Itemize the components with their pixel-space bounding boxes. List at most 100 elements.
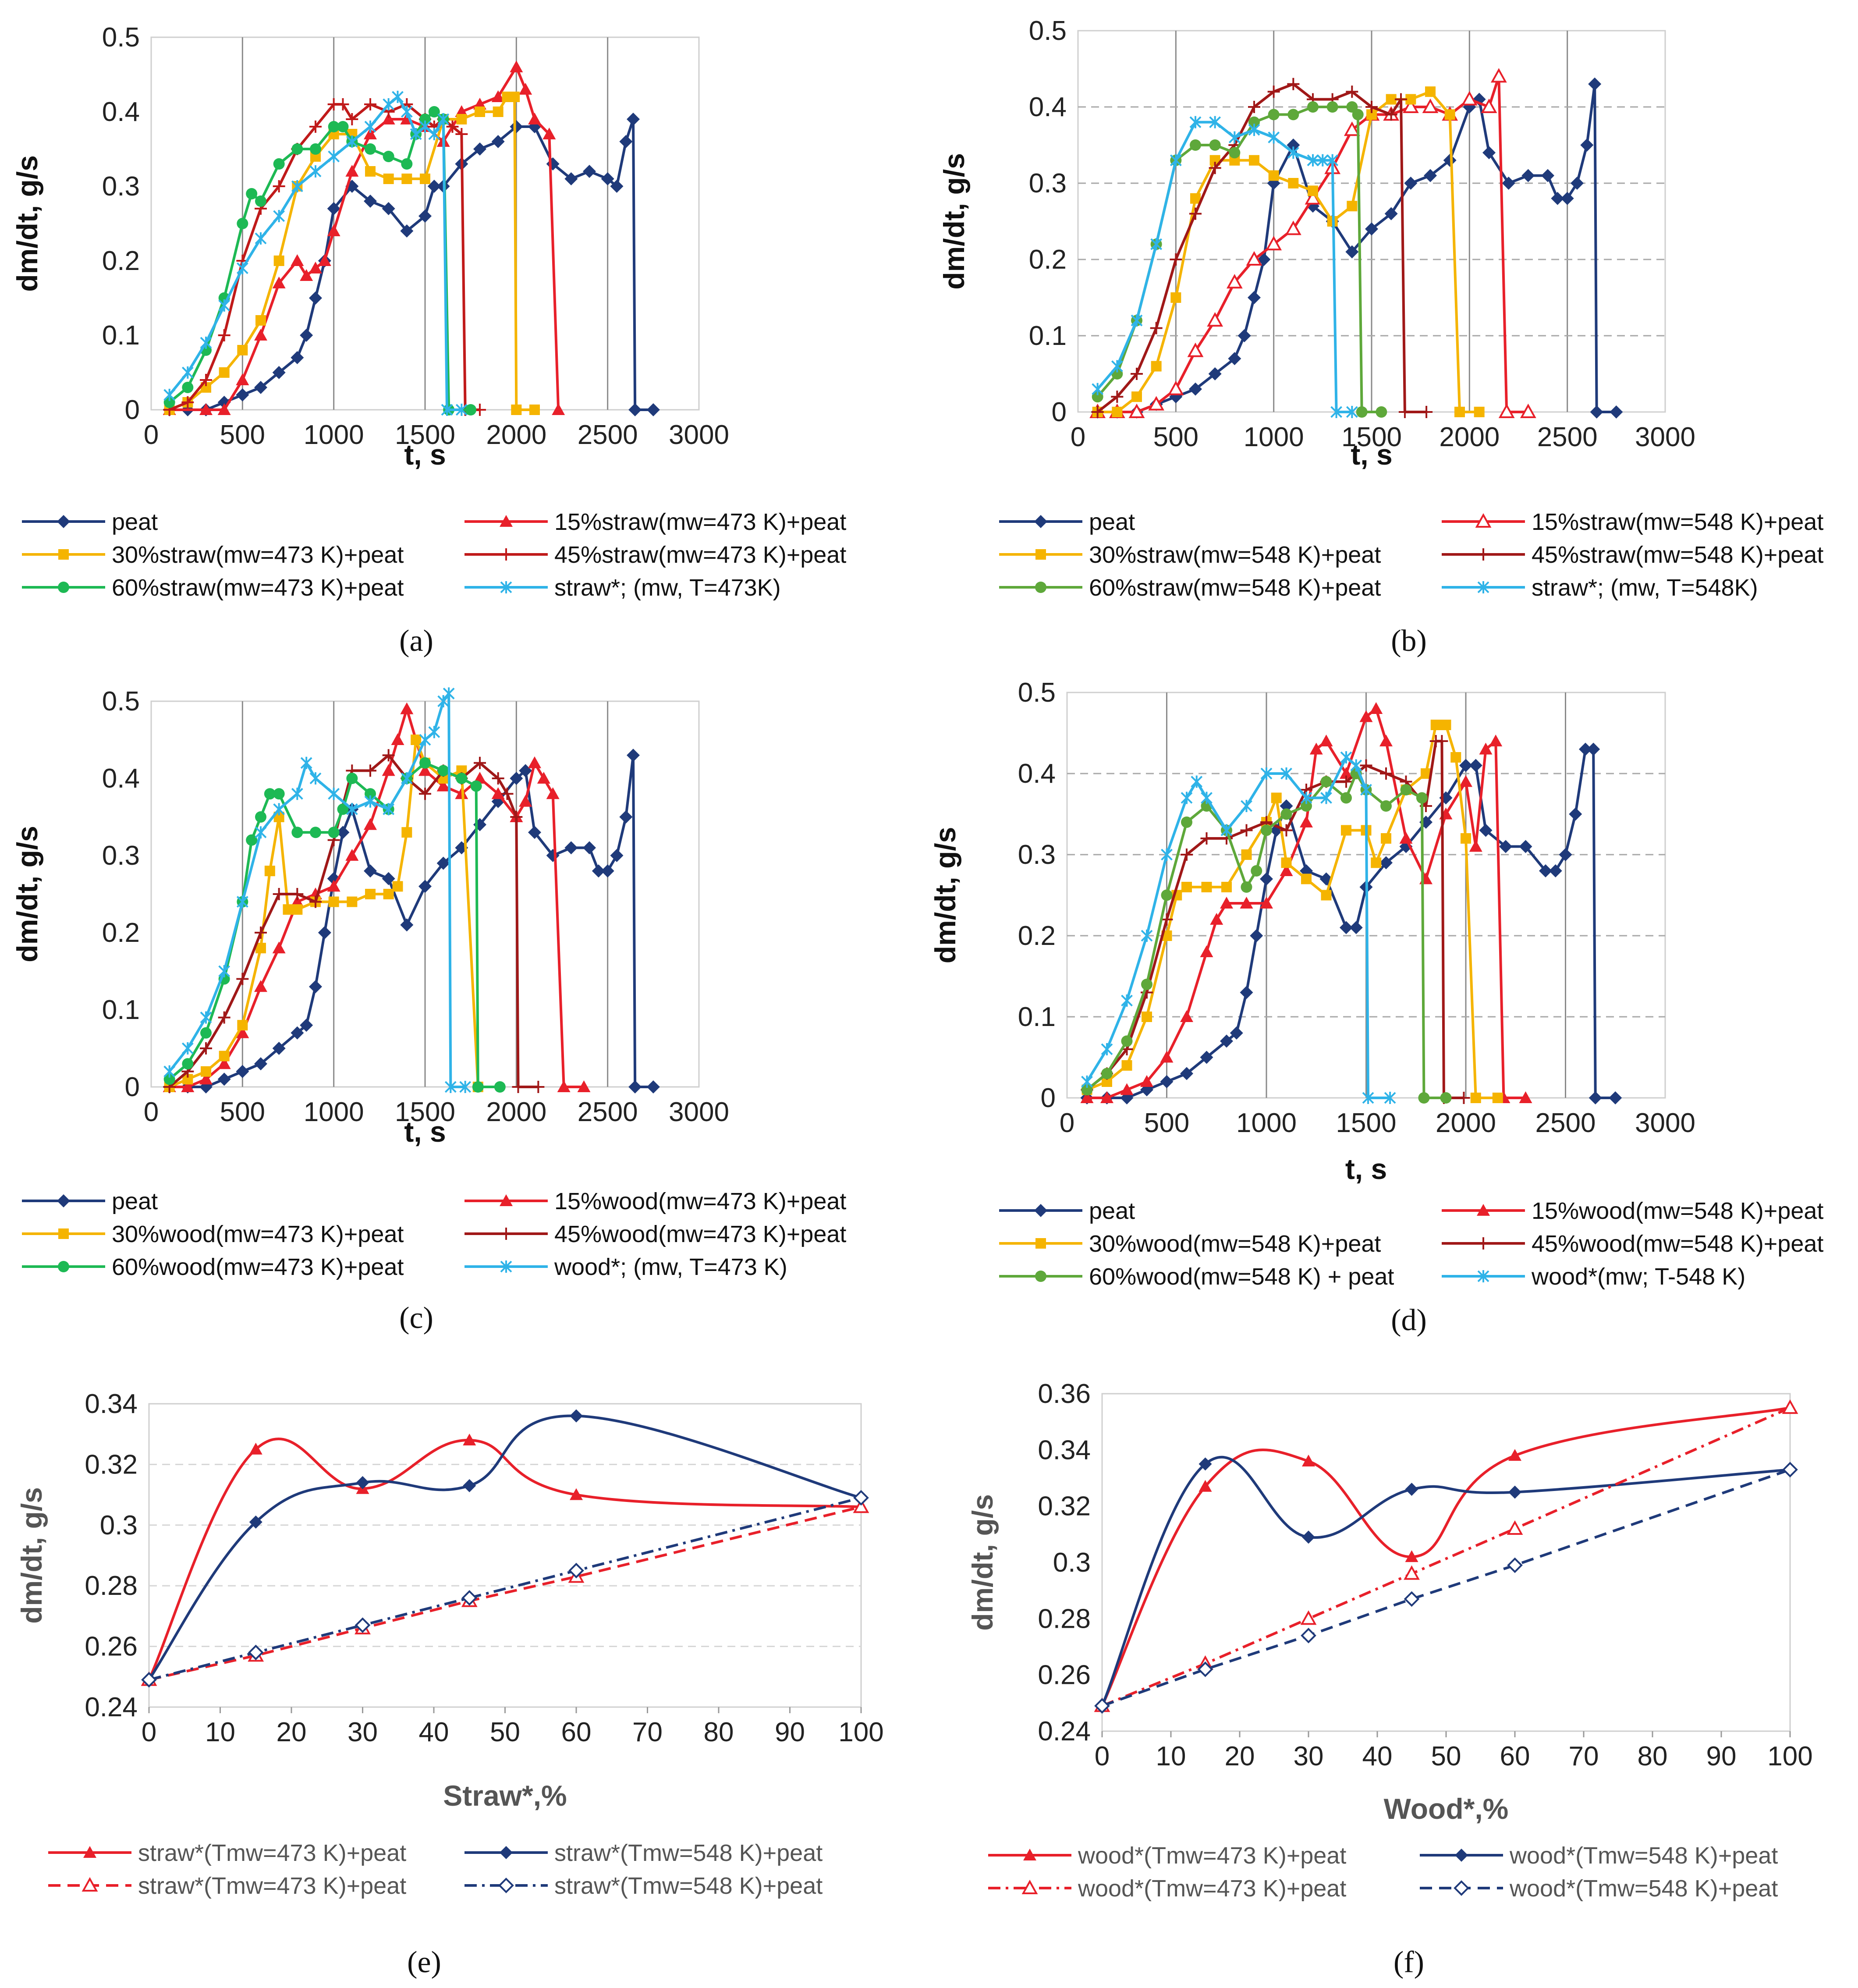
x-axis-title: t, s — [1351, 438, 1392, 471]
data-point — [463, 1434, 476, 1446]
data-point — [418, 764, 432, 776]
data-point — [218, 299, 230, 312]
legend-entry: straw*(Tmw=473 K)+peat — [48, 1873, 406, 1899]
data-point — [1248, 291, 1261, 304]
data-point — [1170, 292, 1181, 303]
data-point — [1280, 799, 1293, 813]
chart-a: 0 500 1000 1500 2000 2500 3000 0 0.1 0.2 0.3 0.4 0.5… — [11, 22, 846, 658]
series-line — [1096, 121, 1352, 413]
legend-label: 45%wood(mw=473 K)+peat — [554, 1221, 846, 1247]
data-point — [1405, 94, 1416, 105]
legend-label: 30%wood(mw=548 K)+peat — [1089, 1231, 1381, 1257]
data-point — [401, 772, 413, 785]
data-point — [529, 405, 540, 415]
data-point — [1321, 890, 1332, 901]
data-point — [246, 834, 258, 846]
data-point — [355, 1617, 371, 1633]
data-point — [419, 734, 431, 746]
data-point — [1519, 1091, 1532, 1103]
data-point — [1345, 245, 1359, 259]
data-point — [347, 896, 358, 907]
data-point — [519, 795, 532, 807]
legend-entry: straw*; (mw, T=473K) — [464, 575, 781, 601]
data-point — [337, 803, 349, 815]
data-point — [255, 232, 267, 245]
data-point — [255, 315, 266, 326]
data-point — [1469, 840, 1482, 852]
x-tick-label: 70 — [1569, 1741, 1599, 1771]
series-0 — [163, 749, 660, 1093]
x-tick-label: 3000 — [669, 1097, 729, 1127]
data-point — [273, 888, 285, 900]
data-point — [564, 841, 578, 855]
x-tick-label: 100 — [838, 1717, 883, 1747]
data-point — [419, 788, 431, 800]
data-point — [1330, 406, 1343, 418]
data-point — [200, 374, 212, 386]
legend-entry: straw*; (mw, T=548K) — [1442, 575, 1758, 601]
data-point — [1300, 792, 1312, 804]
data-point — [1404, 1591, 1420, 1607]
data-point — [237, 218, 248, 229]
data-point — [1405, 1550, 1418, 1562]
data-point — [437, 765, 449, 777]
series-line — [169, 66, 560, 411]
data-point — [619, 810, 633, 824]
x-tick-label: 500 — [1144, 1108, 1189, 1138]
legend-label: 45%straw(mw=473 K)+peat — [554, 542, 846, 568]
legend-marker — [83, 1846, 96, 1858]
data-point — [1198, 1457, 1212, 1471]
data-point — [1384, 207, 1398, 220]
legend-label: 15%straw(mw=548 K)+peat — [1532, 509, 1823, 535]
y-tick-label: 0.1 — [1029, 321, 1067, 351]
series-1 — [163, 702, 591, 1092]
data-point — [1450, 752, 1461, 763]
data-point — [1226, 274, 1243, 289]
data-point — [1220, 1034, 1233, 1048]
data-point — [1479, 824, 1493, 837]
data-point — [1120, 1083, 1134, 1095]
chart-e: 0 10 20 30 40 50 60 70 80 90 100 0.24 0.26 0.28 0.3 0.3… — [15, 1389, 884, 1979]
data-point — [200, 1042, 212, 1054]
data-point — [1461, 833, 1471, 844]
legend-marker — [57, 1194, 70, 1207]
data-point — [1209, 116, 1221, 128]
legend-entry: wood*(mw; T-548 K) — [1442, 1264, 1745, 1290]
data-point — [1248, 124, 1260, 136]
legend-marker — [1035, 1271, 1046, 1282]
data-point — [1416, 792, 1428, 804]
legend-marker — [1477, 1270, 1489, 1282]
data-point — [400, 702, 414, 714]
data-point — [217, 1057, 231, 1069]
data-point — [419, 757, 431, 769]
data-point — [1161, 889, 1173, 901]
data-point — [1320, 776, 1332, 788]
series-1 — [1080, 702, 1532, 1103]
legend-label: wood*(Tmw=473 K)+peat — [1078, 1842, 1346, 1869]
series-1 — [163, 60, 565, 415]
legend-entry: 30%wood(mw=548 K)+peat — [999, 1231, 1381, 1257]
data-point — [1101, 1068, 1113, 1079]
data-point — [463, 1479, 476, 1492]
series-2 — [1081, 720, 1503, 1103]
data-point — [1360, 759, 1372, 772]
data-point — [1474, 407, 1485, 417]
data-point — [1560, 192, 1574, 205]
legend-marker — [1034, 1204, 1047, 1217]
data-point — [1424, 169, 1437, 182]
data-point — [1094, 1698, 1110, 1714]
data-point — [273, 180, 285, 192]
data-point — [345, 849, 359, 861]
data-point — [364, 818, 377, 830]
x-tick-label: 1000 — [1244, 422, 1304, 452]
data-point — [1131, 314, 1143, 327]
data-point — [1454, 407, 1465, 417]
data-point — [1229, 147, 1241, 159]
data-point — [291, 254, 304, 266]
data-point — [491, 135, 505, 148]
x-tick-label: 2000 — [486, 1097, 546, 1127]
panel-label: (c) — [399, 1301, 433, 1335]
data-point — [391, 733, 404, 745]
data-point — [537, 772, 550, 784]
data-point — [1385, 108, 1397, 121]
